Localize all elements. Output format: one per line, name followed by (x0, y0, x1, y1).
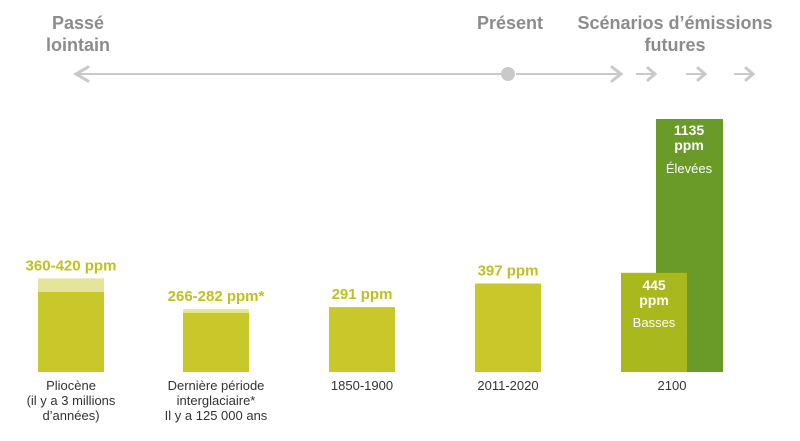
header-past-line2: lointain (46, 35, 110, 55)
high-value: 1135 (674, 122, 705, 138)
bar-3-value: 291 ppm (332, 286, 393, 303)
future-arrow-2-head (696, 66, 708, 82)
low-name: Basses (633, 315, 676, 330)
high-name: Élevées (666, 161, 713, 176)
scenario-label: 2100 (658, 378, 687, 393)
bar-1-range (38, 278, 104, 292)
bar-2-range (183, 309, 249, 313)
header-present: Présent (476, 13, 544, 33)
bar-4-label-line-1: 2011-2020 (477, 378, 538, 393)
bars: 360-420 ppm Pliocène(il y a 3 millionsd’a… (26, 119, 723, 423)
future-arrow-1-head (646, 66, 658, 82)
bar-3 (329, 307, 395, 372)
header-future-line1: Scénarios d’émissions (577, 13, 773, 33)
bar-1-value: 360-420 ppm (26, 257, 117, 274)
bar-1 (38, 291, 104, 372)
bar-1-label-line-1: Pliocène (46, 378, 96, 393)
bar-2 (183, 312, 249, 372)
bar-low-scenario (621, 272, 687, 372)
timeline-right-arrowhead (610, 65, 624, 83)
bar-4-value: 397 ppm (478, 263, 539, 280)
future-arrow-3-head (744, 66, 756, 82)
bar-2-label-line-2: interglaciaire* (177, 393, 256, 408)
header-future-line2: futures (644, 35, 706, 55)
timeline-present-dot (501, 67, 515, 81)
bar-2-value: 266-282 ppm* (168, 288, 265, 305)
bar-1-label-line-3: d’années) (42, 408, 99, 423)
bar-1-label-line-2: (il y a 3 millions (27, 393, 116, 408)
low-unit: ppm (639, 292, 669, 308)
bar-3-label-line-1: 1850-1900 (331, 378, 393, 393)
timeline-left-arrowhead (73, 65, 90, 83)
bar-4 (475, 283, 541, 372)
header-past: Passé lointain (28, 12, 128, 56)
high-unit: ppm (674, 137, 704, 153)
low-value: 445 (642, 277, 666, 293)
header-past-line1: Passé (51, 13, 105, 33)
header-future: Scénarios d’émissions futures (560, 12, 790, 56)
bar-2-label-line-1: Dernière période (168, 378, 265, 393)
timeline-arrows (73, 65, 756, 83)
bar-2-label-line-3: Il y a 125 000 ans (165, 408, 268, 423)
